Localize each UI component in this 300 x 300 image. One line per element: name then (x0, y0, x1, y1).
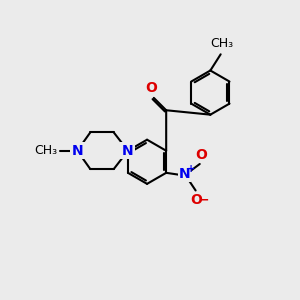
Text: +: + (187, 164, 195, 174)
Text: O: O (146, 81, 158, 95)
Text: CH₃: CH₃ (35, 144, 58, 157)
Text: −: − (199, 194, 209, 206)
Text: O: O (190, 193, 202, 207)
Text: N: N (178, 167, 190, 181)
Text: CH₃: CH₃ (210, 38, 233, 50)
Text: N: N (71, 144, 83, 158)
Text: N: N (122, 144, 134, 158)
Text: O: O (195, 148, 207, 162)
